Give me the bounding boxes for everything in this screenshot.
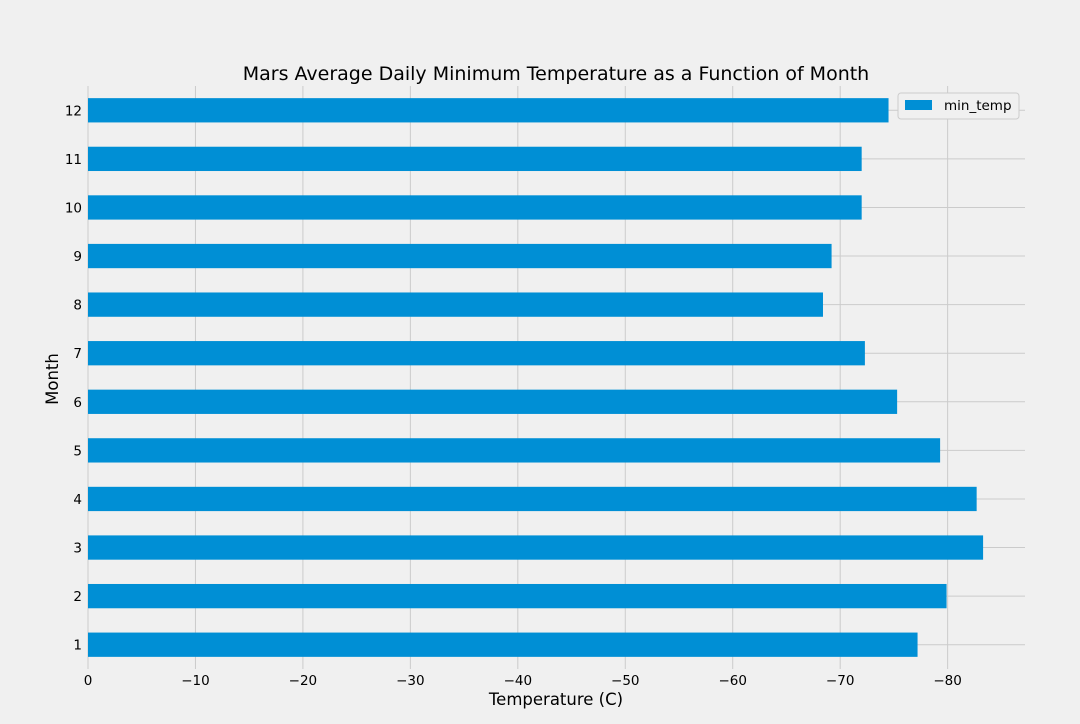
bar-month-5: [88, 438, 941, 463]
bar-month-2: [88, 583, 947, 609]
x-axis-label: Temperature (C): [488, 690, 623, 709]
y-tick-label: 7: [73, 346, 82, 362]
x-tick-label: 0: [84, 673, 93, 689]
x-tick-label: −10: [181, 673, 210, 689]
bar-month-1: [88, 632, 918, 657]
y-tick-label: 10: [65, 200, 82, 216]
y-tick-label: 8: [73, 298, 82, 314]
y-tick-label: 12: [65, 103, 82, 119]
x-tick-label: −50: [611, 673, 640, 689]
x-tick-label: −40: [504, 673, 533, 689]
bar-month-12: [88, 98, 889, 123]
y-axis-label: Month: [43, 353, 62, 405]
bar-month-11: [88, 146, 862, 172]
x-tick-label: −60: [718, 673, 747, 689]
x-tick-labels: 0 −10 −20 −30 −40 −50 −60 −70 −80: [84, 673, 962, 689]
y-tick-label: 4: [73, 492, 82, 508]
bar-month-9: [88, 243, 832, 269]
chart-title: Mars Average Daily Minimum Temperature a…: [243, 63, 869, 85]
y-tick-label: 1: [73, 638, 82, 654]
x-tick-label: −80: [933, 673, 962, 689]
x-tick-label: −20: [289, 673, 318, 689]
y-tick-label: 11: [65, 152, 82, 168]
bar-month-3: [88, 535, 984, 560]
y-tick-label: 2: [73, 589, 82, 605]
legend-box: [897, 92, 1020, 120]
bar-month-7: [88, 341, 865, 366]
y-tick-label: 3: [73, 541, 82, 557]
legend-swatch: [905, 100, 932, 110]
y-tick-label: 5: [73, 443, 82, 459]
y-tick-label: 6: [73, 395, 82, 411]
x-tick-label: −70: [826, 673, 855, 689]
bar-month-10: [88, 195, 862, 220]
legend-label: min_temp: [944, 98, 1012, 114]
bar-month-4: [88, 486, 977, 512]
bars-layer: [88, 98, 984, 657]
bar-month-6: [88, 389, 898, 414]
legend: min_temp: [897, 92, 1020, 120]
y-tick-label: 9: [73, 249, 82, 265]
bar-month-8: [88, 292, 823, 317]
x-tick-label: −30: [396, 673, 425, 689]
